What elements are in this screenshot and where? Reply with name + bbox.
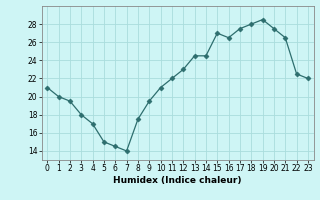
X-axis label: Humidex (Indice chaleur): Humidex (Indice chaleur) — [113, 176, 242, 185]
